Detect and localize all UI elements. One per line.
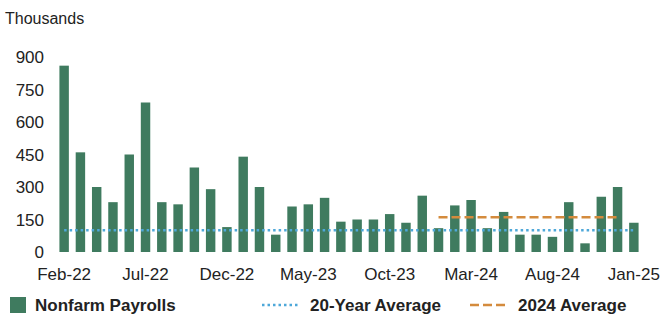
- line: [439, 216, 618, 219]
- bar: [385, 214, 394, 252]
- bar: [336, 222, 345, 252]
- legend-swatch: [470, 304, 508, 307]
- x-tick-label: Dec-22: [200, 265, 255, 284]
- bar: [515, 235, 524, 252]
- bar: [564, 202, 573, 252]
- bar: [483, 228, 492, 252]
- bar: [108, 202, 117, 252]
- legend-label: 20-Year Average: [310, 296, 441, 315]
- bar: [238, 157, 247, 252]
- line: [64, 229, 634, 232]
- y-tick-label: 0: [35, 243, 44, 262]
- bar: [580, 243, 589, 252]
- y-tick-label: 450: [16, 146, 44, 165]
- legend-swatch: [262, 304, 300, 307]
- y-tick-label: 150: [16, 211, 44, 230]
- bar: [613, 187, 622, 252]
- bar: [352, 220, 361, 253]
- legend-label: 2024 Average: [518, 296, 626, 315]
- y-tick-label: 750: [16, 81, 44, 100]
- x-tick-label: May-23: [280, 265, 337, 284]
- bar: [190, 168, 199, 253]
- bar: [434, 228, 443, 252]
- chart: Thousands 0 150 300 450 600 750 900 Feb-22 Jul-22…: [0, 0, 672, 328]
- x-tick-label: Aug-24: [525, 265, 580, 284]
- x-tick-label: Jan-25: [608, 265, 660, 284]
- legend-swatch: [10, 297, 26, 313]
- legend: Nonfarm Payrolls 20-Year Average 2024 Aver…: [10, 296, 626, 315]
- bar: [531, 235, 540, 252]
- bar: [548, 237, 557, 252]
- x-tick-label: Oct-23: [364, 265, 415, 284]
- bar: [271, 235, 280, 252]
- bar: [369, 220, 378, 253]
- bar: [450, 205, 459, 252]
- x-tick-label: Mar-24: [444, 265, 498, 284]
- bar: [76, 152, 85, 252]
- bar: [629, 223, 638, 252]
- bar: [320, 198, 329, 252]
- y-axis-title: Thousands: [5, 10, 84, 27]
- bar: [206, 189, 215, 252]
- bar: [466, 200, 475, 252]
- bar: [255, 187, 264, 252]
- y-tick-label: 900: [16, 48, 44, 67]
- legend-label: Nonfarm Payrolls: [35, 296, 176, 315]
- bar: [304, 204, 313, 252]
- bar: [125, 155, 134, 253]
- plot-area: [59, 66, 638, 252]
- bar: [597, 197, 606, 252]
- y-tick-label: 600: [16, 113, 44, 132]
- x-tick-label: Feb-22: [37, 265, 91, 284]
- bar: [92, 187, 101, 252]
- bar: [401, 223, 410, 252]
- bar: [173, 204, 182, 252]
- x-tick-label: Jul-22: [122, 265, 168, 284]
- bar: [157, 202, 166, 252]
- y-tick-label: 300: [16, 178, 44, 197]
- bar: [418, 196, 427, 252]
- bar: [59, 66, 68, 252]
